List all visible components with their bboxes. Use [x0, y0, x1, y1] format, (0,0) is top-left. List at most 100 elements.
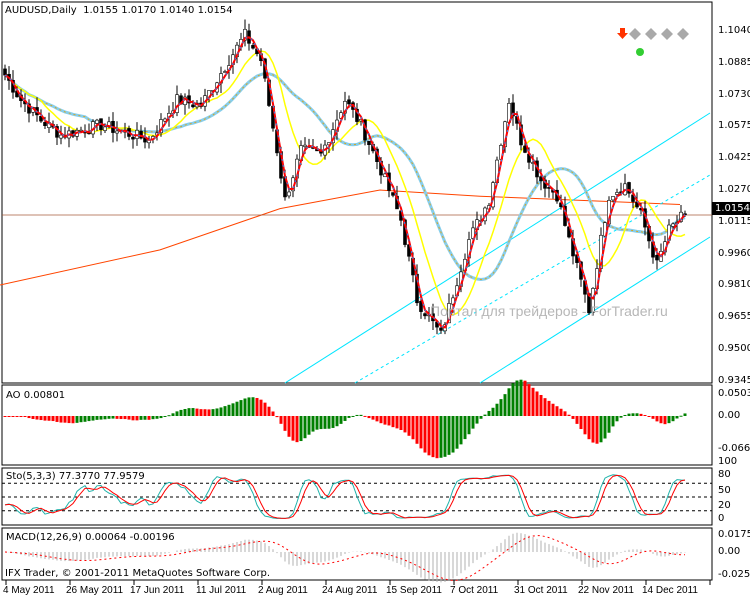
- ao-bar: [147, 416, 151, 420]
- ao-bar: [139, 416, 143, 420]
- diamond-signal-icon: [629, 28, 641, 40]
- ao-bar: [15, 416, 19, 417]
- candle-body: [347, 99, 351, 105]
- ao-bar: [555, 406, 559, 416]
- channel-upper: [284, 112, 711, 384]
- mid-ma-line: [4, 50, 686, 316]
- ao-bar: [207, 409, 211, 416]
- ao-bar: [59, 416, 63, 423]
- ao-bar: [579, 416, 583, 430]
- ao-bar: [243, 398, 247, 416]
- ao-bar: [215, 408, 219, 416]
- ao-bar: [639, 413, 643, 416]
- candle-body: [191, 104, 195, 108]
- ao-bar: [47, 416, 51, 421]
- stoch-signal-line: [4, 474, 686, 519]
- candle-body: [251, 45, 255, 49]
- stoch-axis-80: 80: [718, 469, 731, 480]
- ao-bar: [23, 416, 27, 418]
- channel-middle: [354, 174, 711, 384]
- ao-bar: [303, 416, 307, 439]
- ao-bar: [223, 406, 227, 416]
- ao-bar: [519, 379, 523, 416]
- ao-bar: [51, 416, 55, 422]
- ao-axis-min: -0.06621: [718, 443, 750, 454]
- ao-bar: [27, 416, 31, 419]
- ao-bar: [571, 416, 575, 419]
- ao-bar: [451, 416, 455, 453]
- ao-bar: [35, 416, 39, 420]
- ao-bar: [347, 416, 351, 418]
- ao-bar: [475, 416, 479, 424]
- candle-body: [615, 192, 619, 195]
- ao-bar: [599, 416, 603, 443]
- ao-bar: [499, 399, 503, 416]
- ao-bar: [39, 416, 43, 421]
- long-ma-line: [0, 189, 681, 286]
- ao-bar: [43, 416, 47, 421]
- stoch-axis-0: 0: [718, 513, 725, 524]
- date-tick: 31 Oct 2011: [514, 585, 568, 596]
- ao-bar: [371, 416, 375, 420]
- ao-bar: [315, 416, 319, 430]
- ao-bar: [547, 400, 551, 416]
- diamond-signal-icon: [677, 28, 689, 40]
- ao-bar: [267, 406, 271, 416]
- ao-bar: [7, 416, 11, 417]
- ao-bar: [531, 387, 535, 416]
- date-tick: 14 Dec 2011: [642, 585, 698, 596]
- ao-bar: [379, 416, 383, 424]
- ao-bar: [195, 408, 199, 416]
- price-tick: 0.9345: [718, 374, 750, 386]
- candle-body: [611, 196, 615, 201]
- ao-bar: [659, 416, 663, 424]
- ao-bar: [423, 416, 427, 453]
- ao-bar: [643, 414, 647, 416]
- candle-body: [223, 71, 227, 73]
- candle-body: [27, 103, 31, 114]
- ao-bar: [683, 413, 687, 416]
- ao-bar: [391, 416, 395, 428]
- ao-bar: [219, 407, 223, 416]
- date-tick: 11 Jul 2011: [196, 585, 247, 596]
- price-tick: 1.0730: [718, 88, 750, 100]
- price-tick: 1.0885: [718, 56, 750, 68]
- ao-bar: [127, 416, 131, 420]
- price-tick: 1.0270: [718, 184, 750, 195]
- ao-bar: [383, 416, 387, 425]
- ao-bar: [511, 383, 515, 416]
- ao-bar: [279, 416, 283, 424]
- ao-bar: [307, 416, 311, 435]
- ao-bar: [647, 416, 651, 417]
- ao-bar: [399, 416, 403, 430]
- ao-bar: [363, 415, 367, 417]
- ao-bar: [627, 413, 631, 416]
- ao-bar: [111, 416, 115, 419]
- ao-bar: [63, 416, 67, 423]
- ao-bar: [551, 403, 555, 416]
- ao-bar: [323, 416, 327, 429]
- ao-bar: [523, 380, 527, 416]
- ao-bar: [187, 408, 191, 416]
- date-tick: 2 Aug 2011: [258, 585, 308, 596]
- ao-bar: [151, 416, 155, 420]
- ao-bar: [583, 416, 587, 435]
- ao-bar: [575, 416, 579, 424]
- ao-bar: [459, 416, 463, 445]
- candle-body: [59, 134, 63, 139]
- price-tick: 0.9810: [718, 279, 750, 291]
- ao-bar: [671, 416, 675, 422]
- ao-bar: [103, 416, 107, 420]
- ao-bar: [563, 411, 567, 416]
- candle-body: [115, 130, 119, 134]
- ao-bar: [411, 416, 415, 440]
- ao-bar: [507, 388, 511, 416]
- ao-bar: [591, 416, 595, 443]
- ao-bar: [355, 414, 359, 416]
- current-price-label: 1.0154: [712, 202, 750, 215]
- macd-axis-min: -0.02567: [718, 569, 750, 580]
- ao-bar: [171, 413, 175, 416]
- ao-bar: [567, 414, 571, 416]
